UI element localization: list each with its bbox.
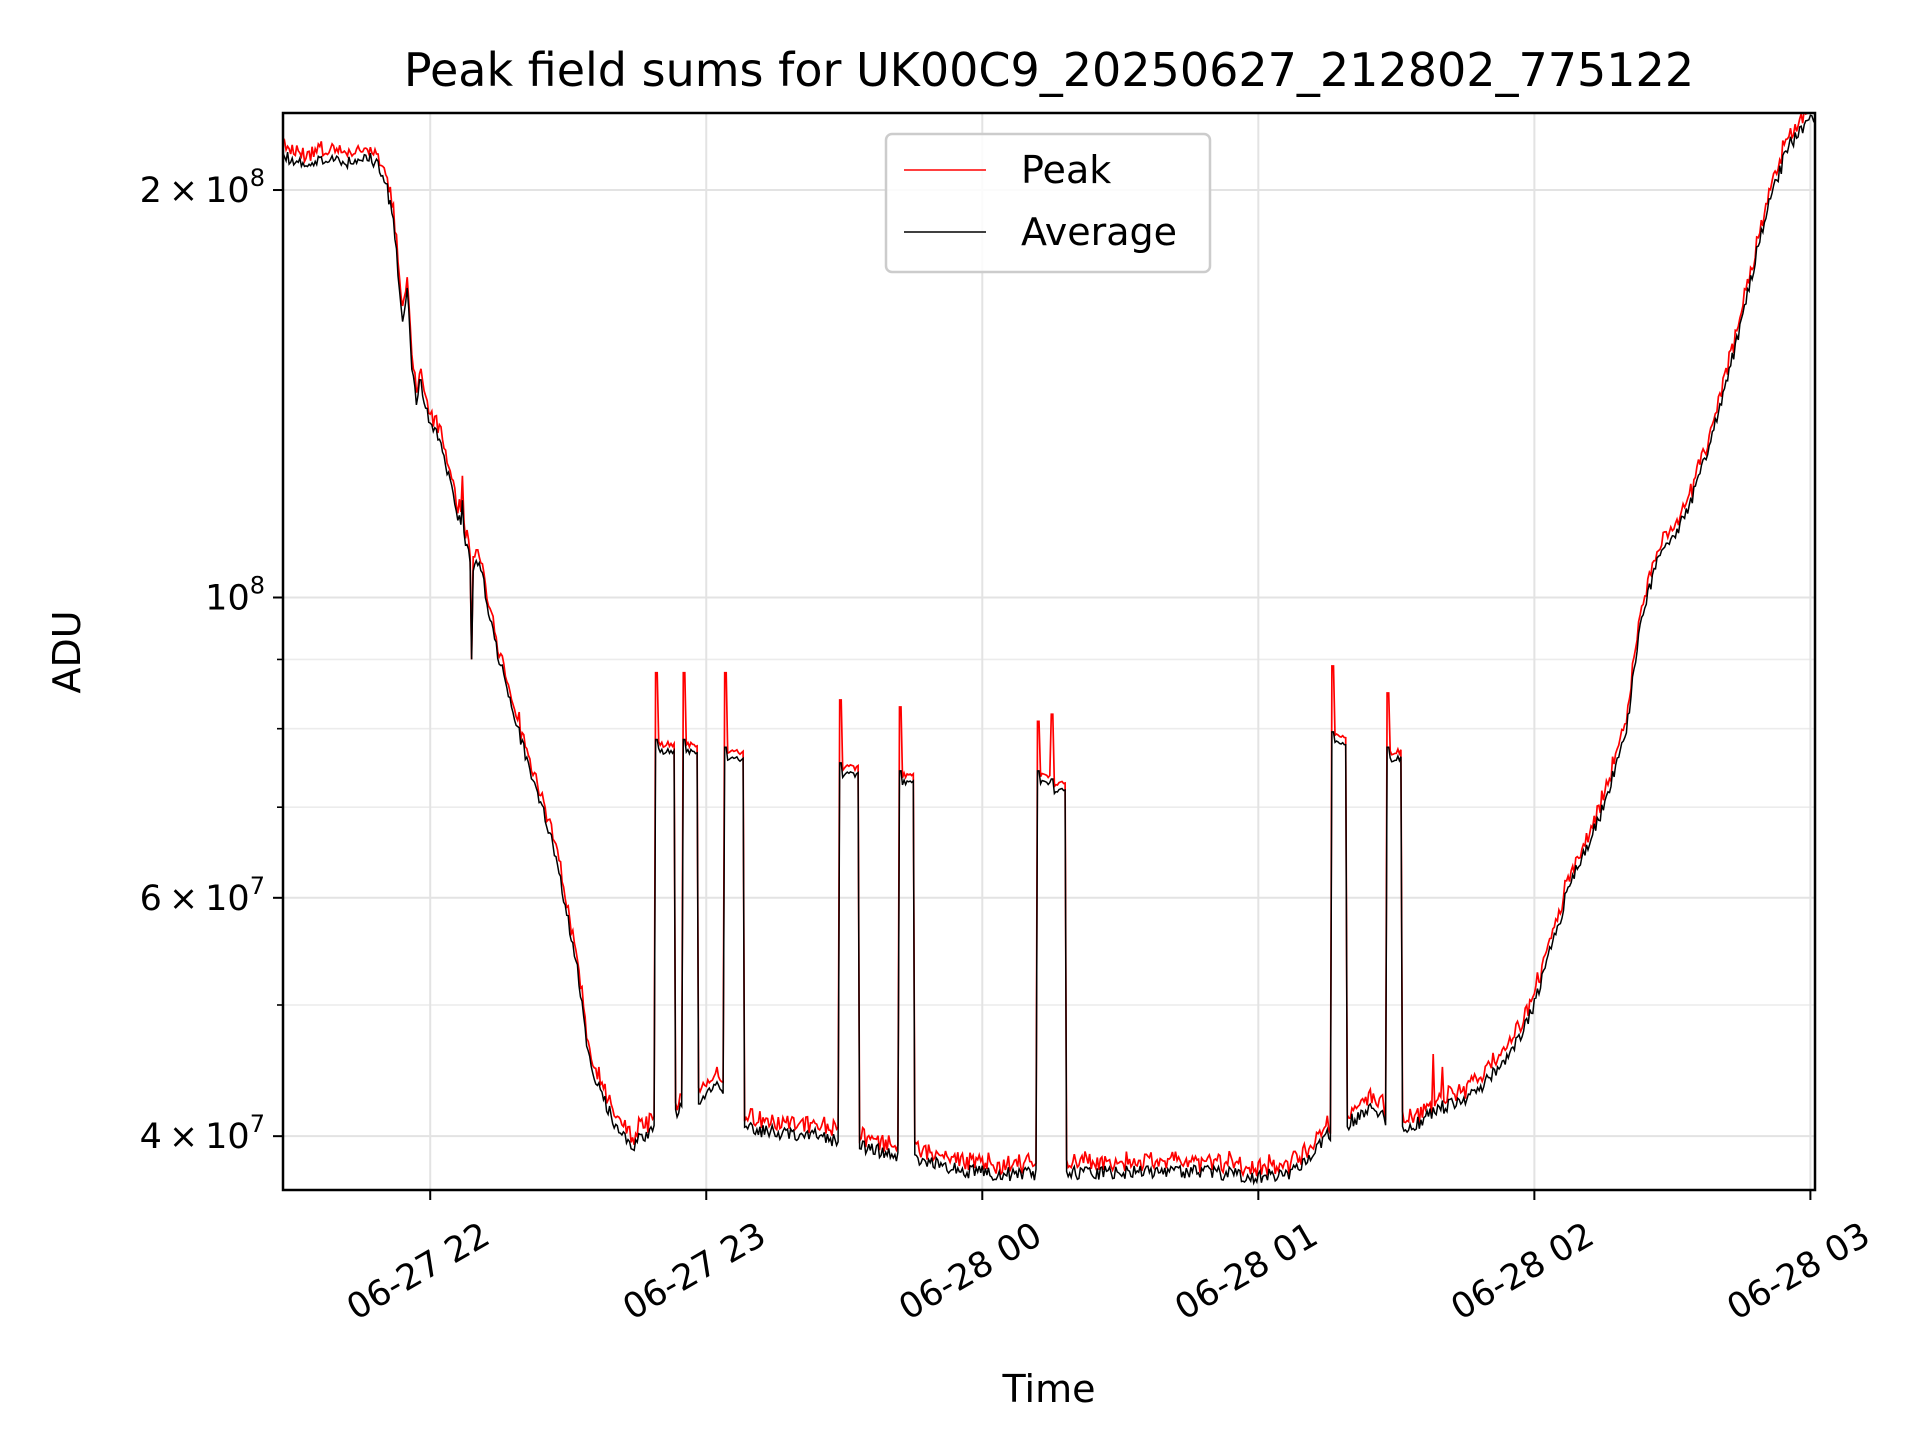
- grid-lines: [283, 113, 1815, 1190]
- legend-label-peak: Peak: [1021, 148, 1111, 192]
- y-tick-label: 4 × 107: [140, 1110, 265, 1157]
- y-axis-label: ADU: [45, 610, 89, 693]
- series-lines: [283, 113, 1815, 1186]
- legend-label-average: Average: [1021, 210, 1177, 254]
- y-tick-label: 6 × 107: [140, 872, 265, 919]
- plot-frame: [281, 111, 1817, 1192]
- x-axis-label: Time: [1002, 1367, 1096, 1411]
- legend: Peak Average: [884, 132, 1212, 274]
- series-line-average: [283, 114, 1815, 1186]
- y-tick-label: 2 × 108: [140, 164, 265, 211]
- chart-title: Peak field sums for UK00C9_20250627_2128…: [404, 43, 1694, 97]
- y-tick-label: 108: [205, 572, 265, 619]
- legend-box: [884, 132, 1212, 274]
- series-line-peak: [283, 113, 1809, 1178]
